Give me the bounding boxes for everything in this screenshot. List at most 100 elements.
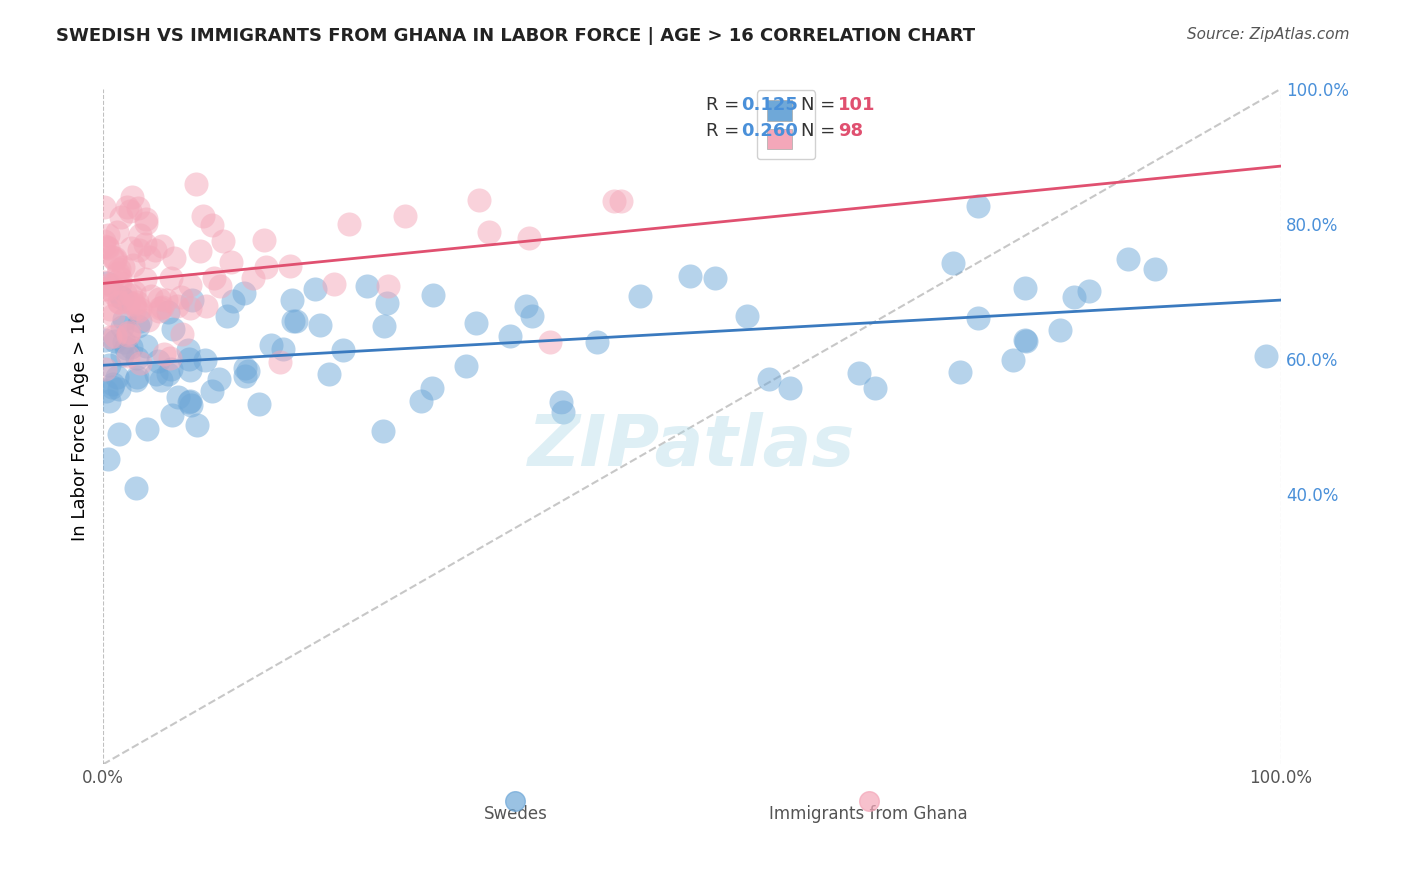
Swedes <box>966 199 988 213</box>
Swedes <box>356 279 378 293</box>
Swedes <box>1078 284 1101 298</box>
Text: 101: 101 <box>838 95 876 113</box>
Immigrants from Ghana <box>108 262 131 277</box>
Swedes <box>176 343 198 358</box>
Immigrants from Ghana <box>101 308 124 322</box>
Swedes <box>201 384 224 398</box>
Immigrants from Ghana <box>179 301 201 316</box>
Swedes <box>420 381 443 395</box>
Immigrants from Ghana <box>253 233 276 247</box>
Immigrants from Ghana <box>118 294 141 309</box>
Immigrants from Ghana <box>104 329 127 343</box>
Immigrants from Ghana <box>170 290 193 304</box>
Immigrants from Ghana <box>96 282 118 296</box>
Swedes <box>127 370 149 384</box>
Immigrants from Ghana <box>118 325 141 339</box>
Immigrants from Ghana <box>104 288 127 302</box>
Immigrants from Ghana <box>98 330 121 344</box>
Immigrants from Ghana <box>129 228 152 243</box>
Swedes <box>124 373 146 387</box>
Immigrants from Ghana <box>122 297 145 311</box>
Text: R =: R = <box>706 95 745 113</box>
Immigrants from Ghana <box>138 250 160 264</box>
Swedes <box>967 311 990 326</box>
Swedes <box>247 397 270 411</box>
Swedes <box>499 328 522 343</box>
Immigrants from Ghana <box>98 301 121 316</box>
Swedes <box>280 293 302 307</box>
Immigrants from Ghana <box>322 277 344 291</box>
Swedes <box>553 405 575 419</box>
Immigrants from Ghana <box>155 293 177 308</box>
Immigrants from Ghana <box>468 193 491 207</box>
Immigrants from Ghana <box>143 244 166 258</box>
Swedes <box>96 276 118 290</box>
Swedes <box>98 358 121 372</box>
Swedes <box>135 339 157 353</box>
Immigrants from Ghana <box>93 275 115 289</box>
Swedes <box>1256 349 1278 363</box>
Swedes <box>129 314 152 328</box>
Swedes <box>454 359 477 373</box>
Swedes <box>703 270 725 285</box>
Swedes <box>127 319 149 334</box>
Swedes <box>112 312 135 326</box>
Immigrants from Ghana <box>159 351 181 365</box>
Swedes <box>146 354 169 368</box>
Immigrants from Ghana <box>93 234 115 248</box>
Text: 98: 98 <box>838 121 863 139</box>
Immigrants from Ghana <box>121 190 143 204</box>
Text: 0.260: 0.260 <box>741 121 797 139</box>
Swedes <box>120 340 142 354</box>
Text: ZIPatlas: ZIPatlas <box>529 412 856 482</box>
Immigrants from Ghana <box>179 277 201 292</box>
Immigrants from Ghana <box>148 304 170 318</box>
Immigrants from Ghana <box>186 177 208 191</box>
Swedes <box>235 369 257 384</box>
Swedes <box>735 310 758 324</box>
Swedes <box>1015 334 1038 349</box>
Swedes <box>281 314 304 328</box>
Swedes <box>318 368 340 382</box>
Swedes <box>162 322 184 336</box>
Swedes <box>465 316 488 330</box>
Swedes <box>94 333 117 347</box>
Swedes <box>110 290 132 304</box>
Swedes <box>373 318 395 333</box>
Immigrants from Ghana <box>128 302 150 317</box>
Immigrants from Ghana <box>117 349 139 363</box>
Text: 0.125: 0.125 <box>741 95 797 113</box>
Swedes <box>111 348 134 362</box>
Immigrants from Ghana <box>97 241 120 255</box>
Immigrants from Ghana <box>538 334 561 349</box>
Swedes <box>145 367 167 381</box>
Immigrants from Ghana <box>96 277 118 292</box>
Immigrants from Ghana <box>120 241 142 255</box>
Immigrants from Ghana <box>110 210 132 224</box>
Swedes <box>186 417 208 432</box>
Immigrants from Ghana <box>96 239 118 253</box>
Text: Source: ZipAtlas.com: Source: ZipAtlas.com <box>1187 27 1350 42</box>
Immigrants from Ghana <box>125 295 148 310</box>
Text: N =: N = <box>801 95 841 113</box>
Swedes <box>586 335 609 350</box>
Swedes <box>522 310 544 324</box>
Swedes <box>1014 333 1036 347</box>
Swedes <box>848 366 870 380</box>
Swedes <box>422 288 444 302</box>
Swedes <box>865 381 887 395</box>
Immigrants from Ghana <box>150 238 173 252</box>
Swedes <box>105 370 128 384</box>
Swedes <box>111 291 134 305</box>
Swedes <box>409 394 432 409</box>
Swedes <box>127 351 149 365</box>
Swedes <box>97 452 120 467</box>
Swedes <box>375 295 398 310</box>
Immigrants from Ghana <box>105 225 128 239</box>
Swedes <box>1049 324 1071 338</box>
Legend: , : , <box>756 90 815 160</box>
Immigrants from Ghana <box>127 201 149 215</box>
Swedes <box>136 422 159 436</box>
Swedes <box>949 365 972 379</box>
Swedes <box>373 424 395 438</box>
